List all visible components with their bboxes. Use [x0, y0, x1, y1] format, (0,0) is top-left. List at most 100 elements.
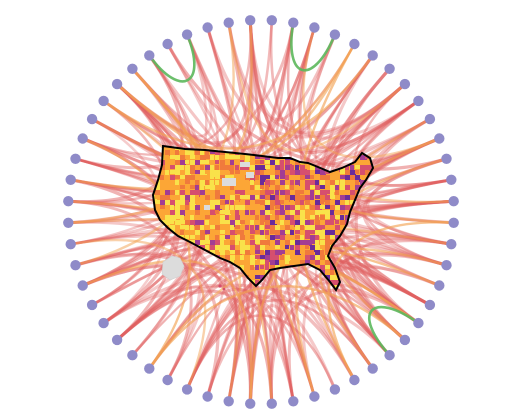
chord-node-35	[111, 334, 123, 346]
county-cell-887	[215, 235, 219, 241]
chord-node-2	[309, 22, 320, 33]
county-cell-666	[260, 210, 267, 215]
county-cell-701	[205, 215, 210, 219]
county-cell-795	[215, 225, 222, 232]
county-cell-1081	[265, 255, 272, 262]
county-cell-206	[260, 160, 264, 164]
county-cell-700	[200, 215, 206, 221]
county-cell-191	[185, 160, 189, 164]
county-cell-819	[335, 225, 341, 230]
county-cell-519	[215, 195, 220, 199]
county-cell-347	[275, 175, 279, 179]
county-cell-313	[335, 170, 339, 174]
county-cell-238	[190, 165, 197, 170]
county-cell-787	[175, 225, 182, 230]
county-cell-749	[215, 220, 221, 227]
county-cell-474	[220, 190, 224, 196]
county-cell-907	[315, 235, 319, 240]
county-cell-791	[195, 225, 202, 230]
county-cell-1088	[300, 255, 305, 260]
county-cell-1092	[320, 255, 326, 261]
county-cell-299	[265, 170, 270, 176]
county-cell-333	[205, 175, 209, 179]
county-cell-541	[325, 195, 331, 200]
county-cell-248	[240, 165, 246, 172]
county-cell-565	[215, 200, 222, 207]
county-cell-861	[315, 230, 320, 236]
county-cell-721	[305, 215, 309, 219]
county-cell-147	[195, 155, 201, 162]
chord-edge-36	[185, 294, 337, 392]
county-cell-439	[275, 185, 281, 191]
county-cell-233	[165, 165, 172, 170]
county-cell-661	[235, 210, 239, 217]
county-cell-151	[215, 155, 219, 161]
county-cell-393	[275, 180, 282, 185]
county-cell-361	[345, 175, 350, 181]
county-cell-858	[300, 230, 305, 236]
county-cell-566	[220, 200, 226, 207]
county-cell-744	[190, 220, 195, 226]
county-cell-998	[310, 245, 316, 252]
county-cell-542	[330, 195, 336, 199]
county-cell-553	[155, 200, 162, 204]
county-cell-765	[295, 220, 301, 227]
chord-edge-189	[102, 54, 374, 150]
county-cell-987	[255, 245, 262, 251]
county-cell-466	[180, 190, 186, 197]
county-cell-575	[265, 200, 271, 207]
county-cell-397	[295, 180, 300, 186]
county-cell-746	[200, 220, 204, 226]
county-cell-435	[255, 185, 262, 192]
county-cell-664	[250, 210, 256, 215]
county-cell-494	[320, 190, 327, 195]
chord-edge-146	[248, 18, 337, 122]
county-cell-286	[200, 170, 207, 176]
county-cell-901	[285, 235, 290, 242]
county-cell-294	[240, 170, 245, 176]
county-cell-807	[275, 225, 280, 230]
county-cell-580	[290, 200, 294, 204]
chord-edge-136	[354, 117, 432, 325]
county-cell-535	[295, 195, 302, 200]
county-cell-327	[175, 175, 182, 179]
county-cell-940	[250, 240, 256, 247]
county-cell-394	[280, 180, 285, 186]
county-cell-270	[350, 165, 354, 170]
county-cell-211	[285, 160, 292, 166]
chord-node-22	[367, 363, 378, 374]
chord-node-9	[424, 113, 436, 125]
county-cell-622	[270, 205, 274, 210]
county-cell-760	[270, 220, 277, 226]
county-cell-956	[330, 240, 335, 244]
county-cell-372	[170, 180, 177, 185]
county-cell-859	[305, 230, 310, 237]
county-cell-148	[200, 155, 206, 162]
county-cell-697	[185, 215, 192, 220]
county-cell-630	[310, 205, 315, 212]
county-cell-739	[165, 220, 170, 227]
county-cell-812	[300, 225, 304, 232]
county-cell-104	[210, 150, 217, 154]
county-cell-1073	[225, 255, 232, 262]
county-cell-242	[210, 165, 214, 171]
county-cell-200	[230, 160, 234, 167]
county-cell-1135	[305, 260, 310, 265]
county-cell-1082	[270, 255, 276, 262]
county-cell-442	[290, 185, 294, 190]
county-cell-889	[225, 235, 232, 239]
county-cell-324	[160, 175, 164, 181]
county-cell-307	[305, 170, 311, 175]
county-cell-772	[330, 220, 334, 225]
county-cell-750	[220, 220, 227, 224]
county-cell-936	[230, 240, 235, 245]
chord-edge-198	[368, 305, 420, 357]
county-cell-391	[265, 180, 272, 187]
county-cell-1037	[275, 250, 282, 255]
chord-edge-56	[297, 26, 441, 166]
county-cell-716	[280, 215, 287, 219]
county-cell-952	[310, 240, 315, 244]
county-cell-681	[335, 210, 340, 217]
county-cell-348	[280, 175, 287, 179]
county-cell-937	[235, 240, 239, 247]
